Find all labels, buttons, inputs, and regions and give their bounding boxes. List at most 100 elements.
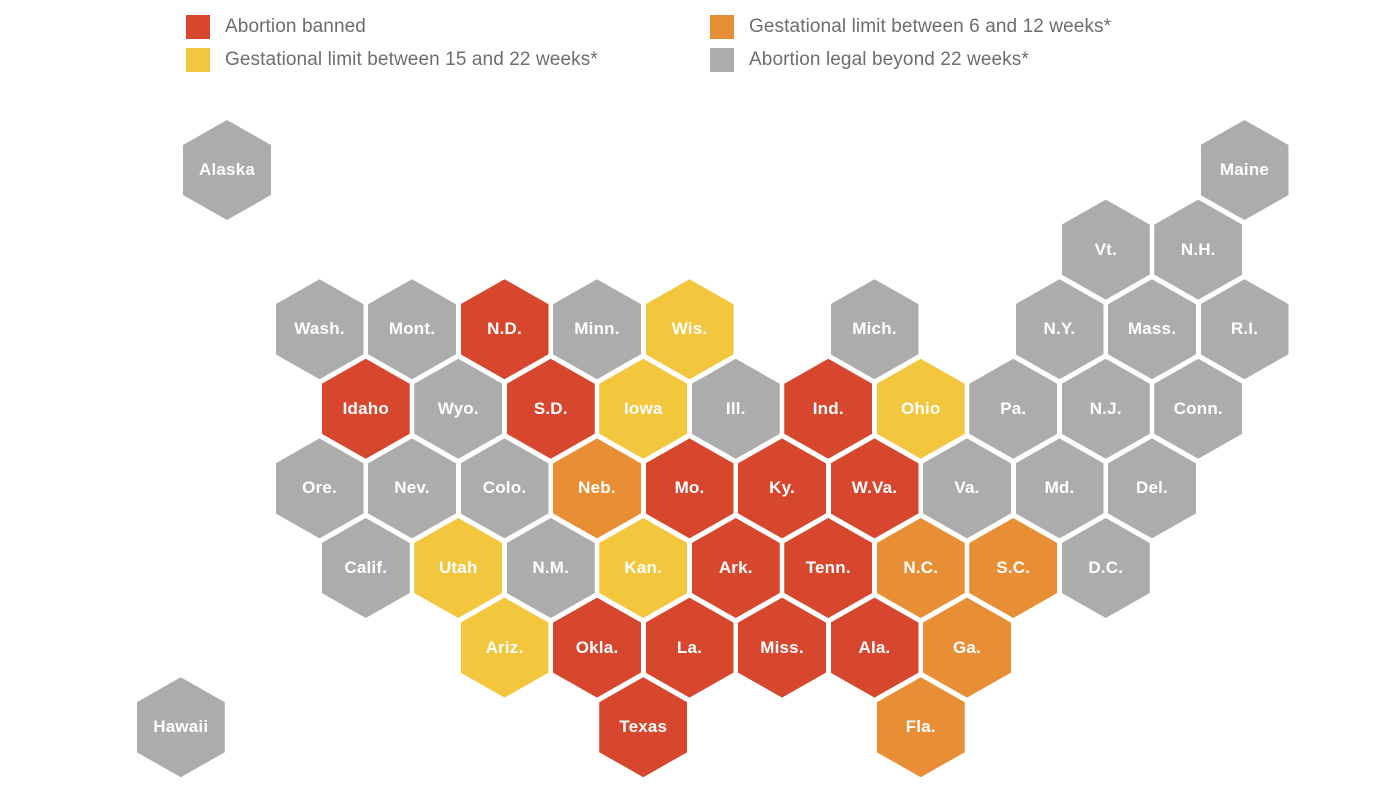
state-hex-ill: Ill. xyxy=(691,358,780,459)
state-label: Del. xyxy=(1136,478,1168,498)
state-hex-iowa: Iowa xyxy=(599,358,688,459)
state-hex-nc: N.C. xyxy=(876,518,965,618)
state-label: Okla. xyxy=(575,637,619,657)
state-hex-ky: Ky. xyxy=(738,438,826,539)
state-hex-kan: Kan. xyxy=(599,518,688,618)
state-hex-mont: Mont. xyxy=(368,279,456,380)
state-label: Pa. xyxy=(1000,398,1027,418)
state-hex-ark: Ark. xyxy=(691,518,780,618)
state-label: Ore. xyxy=(302,478,337,498)
state-label: Hawaii xyxy=(153,717,209,737)
state-hex-texas: Texas xyxy=(599,677,688,778)
legend-column-1: Abortion banned Gestational limit betwee… xyxy=(186,15,598,72)
state-hex-wyo: Wyo. xyxy=(414,358,503,459)
state-label: N.M. xyxy=(532,558,570,577)
state-label: Maine xyxy=(1219,160,1270,179)
state-hex-wva: W.Va. xyxy=(830,438,919,539)
state-hex-alaska: Alaska xyxy=(183,120,271,220)
state-label: Vt. xyxy=(1094,239,1117,259)
state-hex-nh: N.H. xyxy=(1154,199,1243,300)
state-label: Ark. xyxy=(718,558,753,577)
state-label: N.Y. xyxy=(1043,319,1076,339)
state-label: Iowa xyxy=(623,398,663,418)
state-hex-fla: Fla. xyxy=(876,677,965,778)
state-label: Md. xyxy=(1044,478,1075,498)
state-hex-ala: Ala. xyxy=(830,597,919,698)
state-hex-mich: Mich. xyxy=(830,279,919,380)
legend-swatch-legal-icon xyxy=(710,48,734,72)
legend-column-2: Gestational limit between 6 and 12 weeks… xyxy=(710,15,1111,72)
state-hex-nev: Nev. xyxy=(368,438,456,539)
state-hex-ny: N.Y. xyxy=(1015,279,1104,380)
state-label: Kan. xyxy=(624,558,663,577)
state-hex-utah: Utah xyxy=(414,518,503,618)
state-label: Minn. xyxy=(574,319,620,339)
state-label: Conn. xyxy=(1173,398,1223,418)
state-label: Ill. xyxy=(725,398,746,418)
state-hex-maine: Maine xyxy=(1200,120,1289,220)
state-hex-nj: N.J. xyxy=(1061,358,1150,459)
state-hex-sc: S.C. xyxy=(969,518,1058,618)
state-hex-calif: Calif. xyxy=(321,518,410,618)
legend-item-legal: Abortion legal beyond 22 weeks* xyxy=(710,48,1111,72)
state-label: Va. xyxy=(954,478,980,498)
legend-swatch-limit-6-12-icon xyxy=(710,15,734,39)
legend-item-limit-15-22: Gestational limit between 15 and 22 week… xyxy=(186,48,598,72)
state-hex-ga: Ga. xyxy=(923,597,1011,698)
state-label: Mo. xyxy=(674,478,705,498)
state-hex-ore: Ore. xyxy=(275,438,364,539)
state-hex-hawaii: Hawaii xyxy=(136,677,225,778)
state-hex-la: La. xyxy=(645,597,734,698)
state-hex-mass: Mass. xyxy=(1108,279,1196,380)
state-hex-okla: Okla. xyxy=(553,597,641,698)
state-hex-ri: R.I. xyxy=(1200,279,1289,380)
state-hex-miss: Miss. xyxy=(738,597,826,698)
state-hex-ind: Ind. xyxy=(784,358,873,459)
state-label: S.C. xyxy=(996,558,1031,577)
state-label: N.J. xyxy=(1089,398,1122,418)
state-label: Ind. xyxy=(812,398,844,418)
legend-item-limit-6-12: Gestational limit between 6 and 12 weeks… xyxy=(710,15,1111,39)
state-hex-nm: N.M. xyxy=(506,518,595,618)
state-label: Neb. xyxy=(578,478,616,498)
state-hex-neb: Neb. xyxy=(553,438,641,539)
state-hex-pa: Pa. xyxy=(969,358,1058,459)
state-label: N.D. xyxy=(487,319,522,339)
state-hex-del: Del. xyxy=(1108,438,1196,539)
legend-swatch-banned-icon xyxy=(186,15,210,39)
state-label: Ariz. xyxy=(485,637,524,657)
state-label: Ky. xyxy=(769,478,795,498)
state-hex-mo: Mo. xyxy=(645,438,734,539)
state-hex-md: Md. xyxy=(1015,438,1104,539)
state-label: Calif. xyxy=(344,558,388,577)
state-hex-wis: Wis. xyxy=(645,279,734,380)
state-hex-conn: Conn. xyxy=(1154,358,1243,459)
state-label: Texas xyxy=(619,717,668,737)
state-hex-dc: D.C. xyxy=(1061,518,1150,618)
state-hex-tenn: Tenn. xyxy=(784,518,873,618)
state-label: Fla. xyxy=(905,717,936,737)
state-label: Wyo. xyxy=(437,398,479,418)
state-label: D.C. xyxy=(1088,558,1124,577)
state-hex-wash: Wash. xyxy=(275,279,364,380)
legend-label-legal: Abortion legal beyond 22 weeks* xyxy=(749,49,1029,70)
state-label: Wash. xyxy=(294,319,345,339)
state-hex-ohio: Ohio xyxy=(876,358,965,459)
state-label: Utah xyxy=(438,558,478,577)
state-label: Tenn. xyxy=(805,558,851,577)
state-hex-minn: Minn. xyxy=(553,279,641,380)
state-label: Ga. xyxy=(952,637,981,657)
legend-label-limit-6-12: Gestational limit between 6 and 12 weeks… xyxy=(749,16,1112,37)
state-hex-colo: Colo. xyxy=(460,438,549,539)
state-hex-idaho: Idaho xyxy=(321,358,410,459)
state-label: Alaska xyxy=(198,160,256,179)
state-label: Mass. xyxy=(1127,319,1177,339)
state-label: W.Va. xyxy=(851,478,898,498)
state-label: R.I. xyxy=(1230,319,1259,339)
legend-label-banned: Abortion banned xyxy=(225,16,366,37)
state-label: Ohio xyxy=(900,398,941,418)
legend-label-limit-15-22: Gestational limit between 15 and 22 week… xyxy=(225,49,598,70)
state-label: Ala. xyxy=(858,637,891,657)
